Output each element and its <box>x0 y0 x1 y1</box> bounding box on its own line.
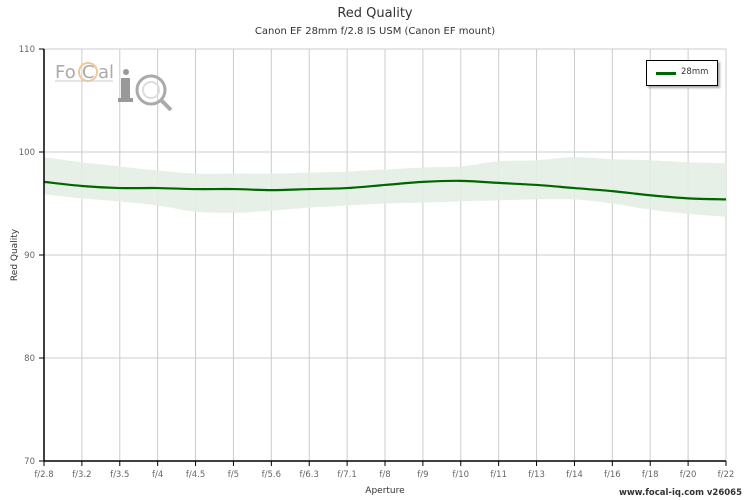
legend-swatch-28mm <box>656 72 676 75</box>
x-tick-label: f/2.8 <box>34 470 53 480</box>
x-tick-label: f/18 <box>642 470 659 480</box>
x-tick-label: f/4 <box>152 470 163 480</box>
axes <box>39 48 727 466</box>
x-tick-label: f/6.3 <box>300 470 319 480</box>
svg-text:al: al <box>98 62 114 83</box>
x-tick-label: f/4.5 <box>186 470 205 480</box>
x-tick-label: f/10 <box>452 470 469 480</box>
x-tick-label: f/8 <box>379 470 390 480</box>
x-tick-label: f/14 <box>566 470 583 480</box>
grid-lines <box>44 48 727 461</box>
quality-range-band <box>44 157 726 217</box>
x-tick-label: f/16 <box>604 470 621 480</box>
legend-label-28mm: 28mm <box>681 67 709 77</box>
x-axis-tick-labels: f/2.8 f/3.2 f/3.5 f/4 f/4.5 f/5 f/5.6 f/6.3 f/7.… <box>34 470 734 480</box>
x-tick-label: f/11 <box>490 470 507 480</box>
y-axis-tick-labels: 70 80 90 100 110 <box>19 45 35 467</box>
legend[interactable]: 28mm <box>646 60 718 86</box>
series-line-28mm[interactable] <box>43 179 727 201</box>
y-tick-label: 80 <box>24 354 35 364</box>
x-tick-label: f/22 <box>718 470 735 480</box>
x-axis-title: Aperture <box>365 486 405 496</box>
y-tick-label: 70 <box>24 457 35 467</box>
x-tick-label: f/9 <box>417 470 428 480</box>
svg-text:Fo: Fo <box>55 62 76 83</box>
x-tick-label: f/7.1 <box>337 470 356 480</box>
x-tick-label: f/13 <box>528 470 545 480</box>
chart-title: Red Quality <box>337 6 413 21</box>
x-tick-label: f/5 <box>228 470 239 480</box>
footer-credit[interactable]: www.focal-iq.com v26065 <box>618 488 742 498</box>
y-tick-label: 90 <box>24 251 35 261</box>
x-tick-label: f/3.2 <box>72 470 91 480</box>
y-tick-label: 100 <box>19 148 35 158</box>
x-tick-label: f/3.5 <box>110 470 129 480</box>
x-tick-label: f/20 <box>680 470 697 480</box>
chart-subtitle: Canon EF 28mm f/2.8 IS USM (Canon EF mou… <box>254 26 496 37</box>
magnifier-aperture-icon: Fo C al <box>55 62 173 112</box>
x-tick-label: f/5.6 <box>262 470 281 480</box>
y-axis-title: Red Quality <box>10 228 20 281</box>
svg-text:C: C <box>82 62 95 83</box>
y-tick-label: 110 <box>19 45 35 55</box>
